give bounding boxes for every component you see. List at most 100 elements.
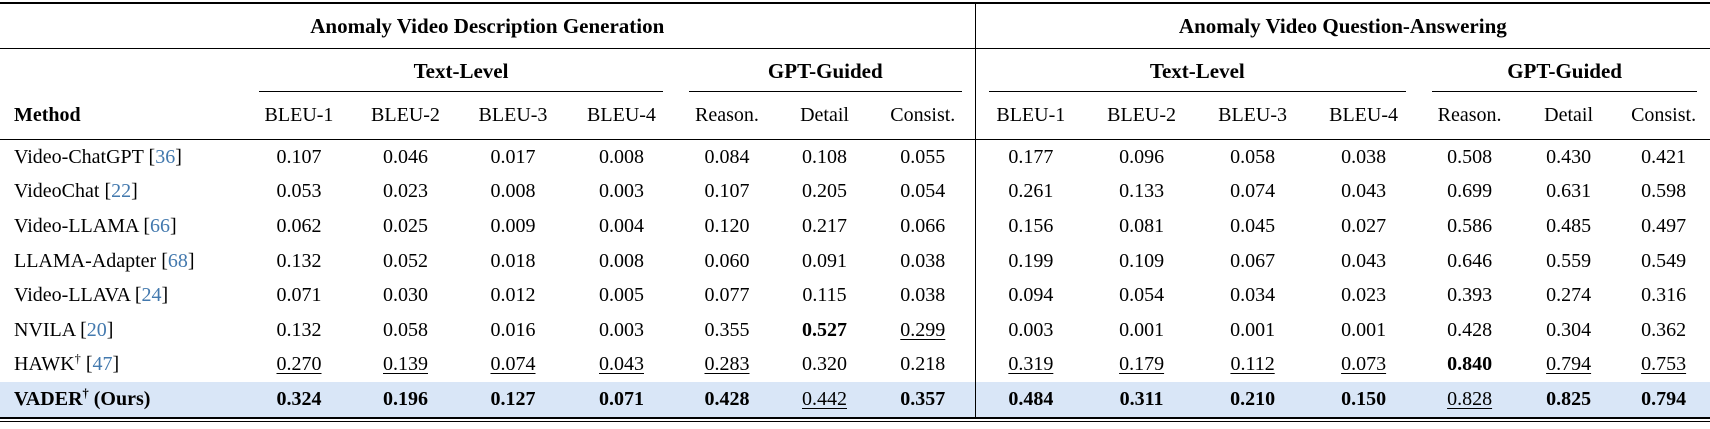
metric-value-cell: 0.003 bbox=[1008, 318, 1054, 341]
task-title-description-generation: Anomaly Video Description Generation bbox=[0, 4, 976, 49]
method-cell: VideoChat [22] bbox=[0, 175, 246, 210]
metric-value-cell: 0.115 bbox=[802, 284, 847, 307]
citation-ref[interactable]: [66] bbox=[138, 214, 177, 237]
citation-number[interactable]: 47 bbox=[92, 353, 113, 376]
metric-value-cell: 0.631 bbox=[1546, 180, 1592, 203]
metric-value-cell: 0.150 bbox=[1341, 387, 1387, 410]
metric-value-cell: 0.054 bbox=[1119, 284, 1165, 307]
method-name: HAWK bbox=[14, 353, 75, 376]
metric-value-cell: 0.008 bbox=[599, 145, 644, 168]
bottom-rule-thick bbox=[0, 416, 1710, 419]
metric-value-cell: 0.274 bbox=[1546, 284, 1592, 307]
citation-ref[interactable]: [36] bbox=[143, 145, 182, 168]
metric-value-cell: 0.077 bbox=[704, 284, 750, 307]
metric-value-cell: 0.485 bbox=[1546, 214, 1592, 237]
metric-value-cell: 0.108 bbox=[802, 145, 847, 168]
metric-value-cell: 0.421 bbox=[1641, 145, 1687, 168]
metric-value-cell: 0.018 bbox=[490, 249, 536, 272]
citation-number[interactable]: 66 bbox=[150, 214, 171, 237]
metric-value-cell: 0.045 bbox=[1230, 214, 1276, 237]
metric-value-cell: 0.598 bbox=[1641, 180, 1687, 203]
metric-value-cell: 0.034 bbox=[1230, 284, 1276, 307]
citation-ref[interactable]: [47] bbox=[80, 353, 120, 376]
metric-value-cell: 0.001 bbox=[1119, 318, 1165, 341]
citation-number[interactable]: 36 bbox=[155, 145, 176, 168]
metric-value-cell: 0.393 bbox=[1447, 284, 1493, 307]
table-row: Video-LLAVA [24] 0.071 0.030 0.012 0.005 0.07… bbox=[0, 278, 1710, 313]
metric-value-cell: 0.304 bbox=[1546, 318, 1592, 341]
metric-value-cell: 0.508 bbox=[1447, 145, 1493, 168]
metric-value-cell: 0.794 bbox=[1546, 353, 1592, 376]
metric-value-cell: 0.357 bbox=[871, 382, 976, 417]
citation-number[interactable]: 68 bbox=[167, 249, 188, 272]
metric-value-cell: 0.270 bbox=[276, 353, 322, 376]
citation-ref[interactable]: [24] bbox=[129, 284, 169, 307]
metric-value-cell: 0.027 bbox=[1341, 214, 1387, 237]
citation-ref[interactable]: [68] bbox=[156, 249, 195, 272]
citation-number[interactable]: 20 bbox=[86, 318, 107, 341]
col-header-bleu3-right: BLEU-3 bbox=[1197, 92, 1309, 140]
col-header-consist-left: Consist. bbox=[871, 92, 976, 140]
metric-value-cell: 0.586 bbox=[1447, 214, 1493, 237]
col-header-bleu1-left: BLEU-1 bbox=[246, 92, 352, 140]
citation-number[interactable]: 24 bbox=[141, 284, 162, 307]
metric-value-cell: 0.428 bbox=[1447, 318, 1493, 341]
citation-number[interactable]: 22 bbox=[111, 180, 132, 203]
metric-value-cell: 0.009 bbox=[490, 214, 536, 237]
col-header-bleu3-left: BLEU-3 bbox=[459, 92, 567, 140]
metric-value-cell: 0.012 bbox=[490, 284, 536, 307]
metric-value-cell: 0.017 bbox=[490, 145, 536, 168]
method-name: NVILA bbox=[14, 318, 76, 341]
method-cell: Video-LLAMA [66] bbox=[0, 209, 246, 244]
metric-value-cell: 0.058 bbox=[383, 318, 428, 341]
metric-value-cell: 0.058 bbox=[1230, 145, 1276, 168]
table-row: HAWK† [47] 0.270 0.139 0.074 0.043 0.283 0.320… bbox=[0, 347, 1710, 383]
metric-value-cell: 0.107 bbox=[276, 145, 322, 168]
col-header-detail-left: Detail bbox=[778, 92, 871, 140]
metric-value-cell: 0.205 bbox=[802, 180, 847, 203]
metric-value-cell: 0.091 bbox=[802, 249, 847, 272]
col-header-detail-right: Detail bbox=[1520, 92, 1618, 140]
col-header-bleu1-right: BLEU-1 bbox=[975, 92, 1087, 140]
metric-value-cell: 0.096 bbox=[1119, 145, 1165, 168]
method-cell: Video-ChatGPT [36] bbox=[0, 140, 246, 175]
table-row: VADER† (Ours) 0.324 0.196 0.127 0.071 0.428 0.… bbox=[0, 382, 1710, 417]
metric-value-cell: 0.046 bbox=[383, 145, 428, 168]
metric-value-cell: 0.261 bbox=[1008, 180, 1054, 203]
top-rule bbox=[0, 2, 1710, 4]
method-suffix: (Ours) bbox=[88, 387, 151, 410]
metric-value-cell: 0.753 bbox=[1641, 353, 1687, 376]
group-gpt-guided-right-label: GPT-Guided bbox=[1432, 59, 1698, 92]
bottom-rule-thin bbox=[0, 421, 1710, 423]
metric-value-cell: 0.074 bbox=[1230, 180, 1276, 203]
citation-ref[interactable]: [22] bbox=[99, 180, 138, 203]
metric-value-cell: 0.316 bbox=[1641, 284, 1687, 307]
col-header-bleu4-right: BLEU-4 bbox=[1308, 92, 1420, 140]
metric-value-cell: 0.112 bbox=[1230, 353, 1275, 376]
results-table: Anomaly Video Description Generation Ano… bbox=[0, 4, 1710, 417]
metric-value-cell: 0.084 bbox=[704, 145, 750, 168]
metric-value-cell: 0.008 bbox=[599, 249, 644, 272]
table-body: Video-ChatGPT [36] 0.107 0.046 0.017 0.008 0.… bbox=[0, 139, 1710, 417]
metric-value-cell: 0.484 bbox=[1008, 387, 1054, 410]
metric-value-cell: 0.828 bbox=[1447, 387, 1493, 410]
metric-value-cell: 0.497 bbox=[1641, 214, 1687, 237]
metric-value-cell: 0.067 bbox=[1230, 249, 1276, 272]
metric-value-cell: 0.109 bbox=[1119, 249, 1165, 272]
metric-value-cell: 0.001 bbox=[1341, 318, 1387, 341]
metric-value-cell: 0.043 bbox=[1341, 249, 1387, 272]
metric-value-cell: 0.038 bbox=[871, 243, 976, 279]
citation-ref[interactable]: [20] bbox=[75, 318, 114, 341]
metric-value-cell: 0.311 bbox=[1119, 387, 1164, 410]
metric-value-cell: 0.362 bbox=[1641, 318, 1687, 341]
metric-value-cell: 0.003 bbox=[599, 180, 644, 203]
metric-value-cell: 0.355 bbox=[704, 318, 750, 341]
table-row: Video-ChatGPT [36] 0.107 0.046 0.017 0.008 0.… bbox=[0, 139, 1710, 175]
method-name: Video-LLAVA bbox=[14, 284, 130, 307]
metric-value-cell: 0.071 bbox=[599, 387, 644, 410]
metric-value-cell: 0.038 bbox=[871, 278, 976, 313]
metric-value-cell: 0.023 bbox=[383, 180, 428, 203]
table-row: Video-LLAMA [66] 0.062 0.025 0.009 0.004 0.12… bbox=[0, 209, 1710, 244]
metric-value-cell: 0.008 bbox=[490, 180, 536, 203]
